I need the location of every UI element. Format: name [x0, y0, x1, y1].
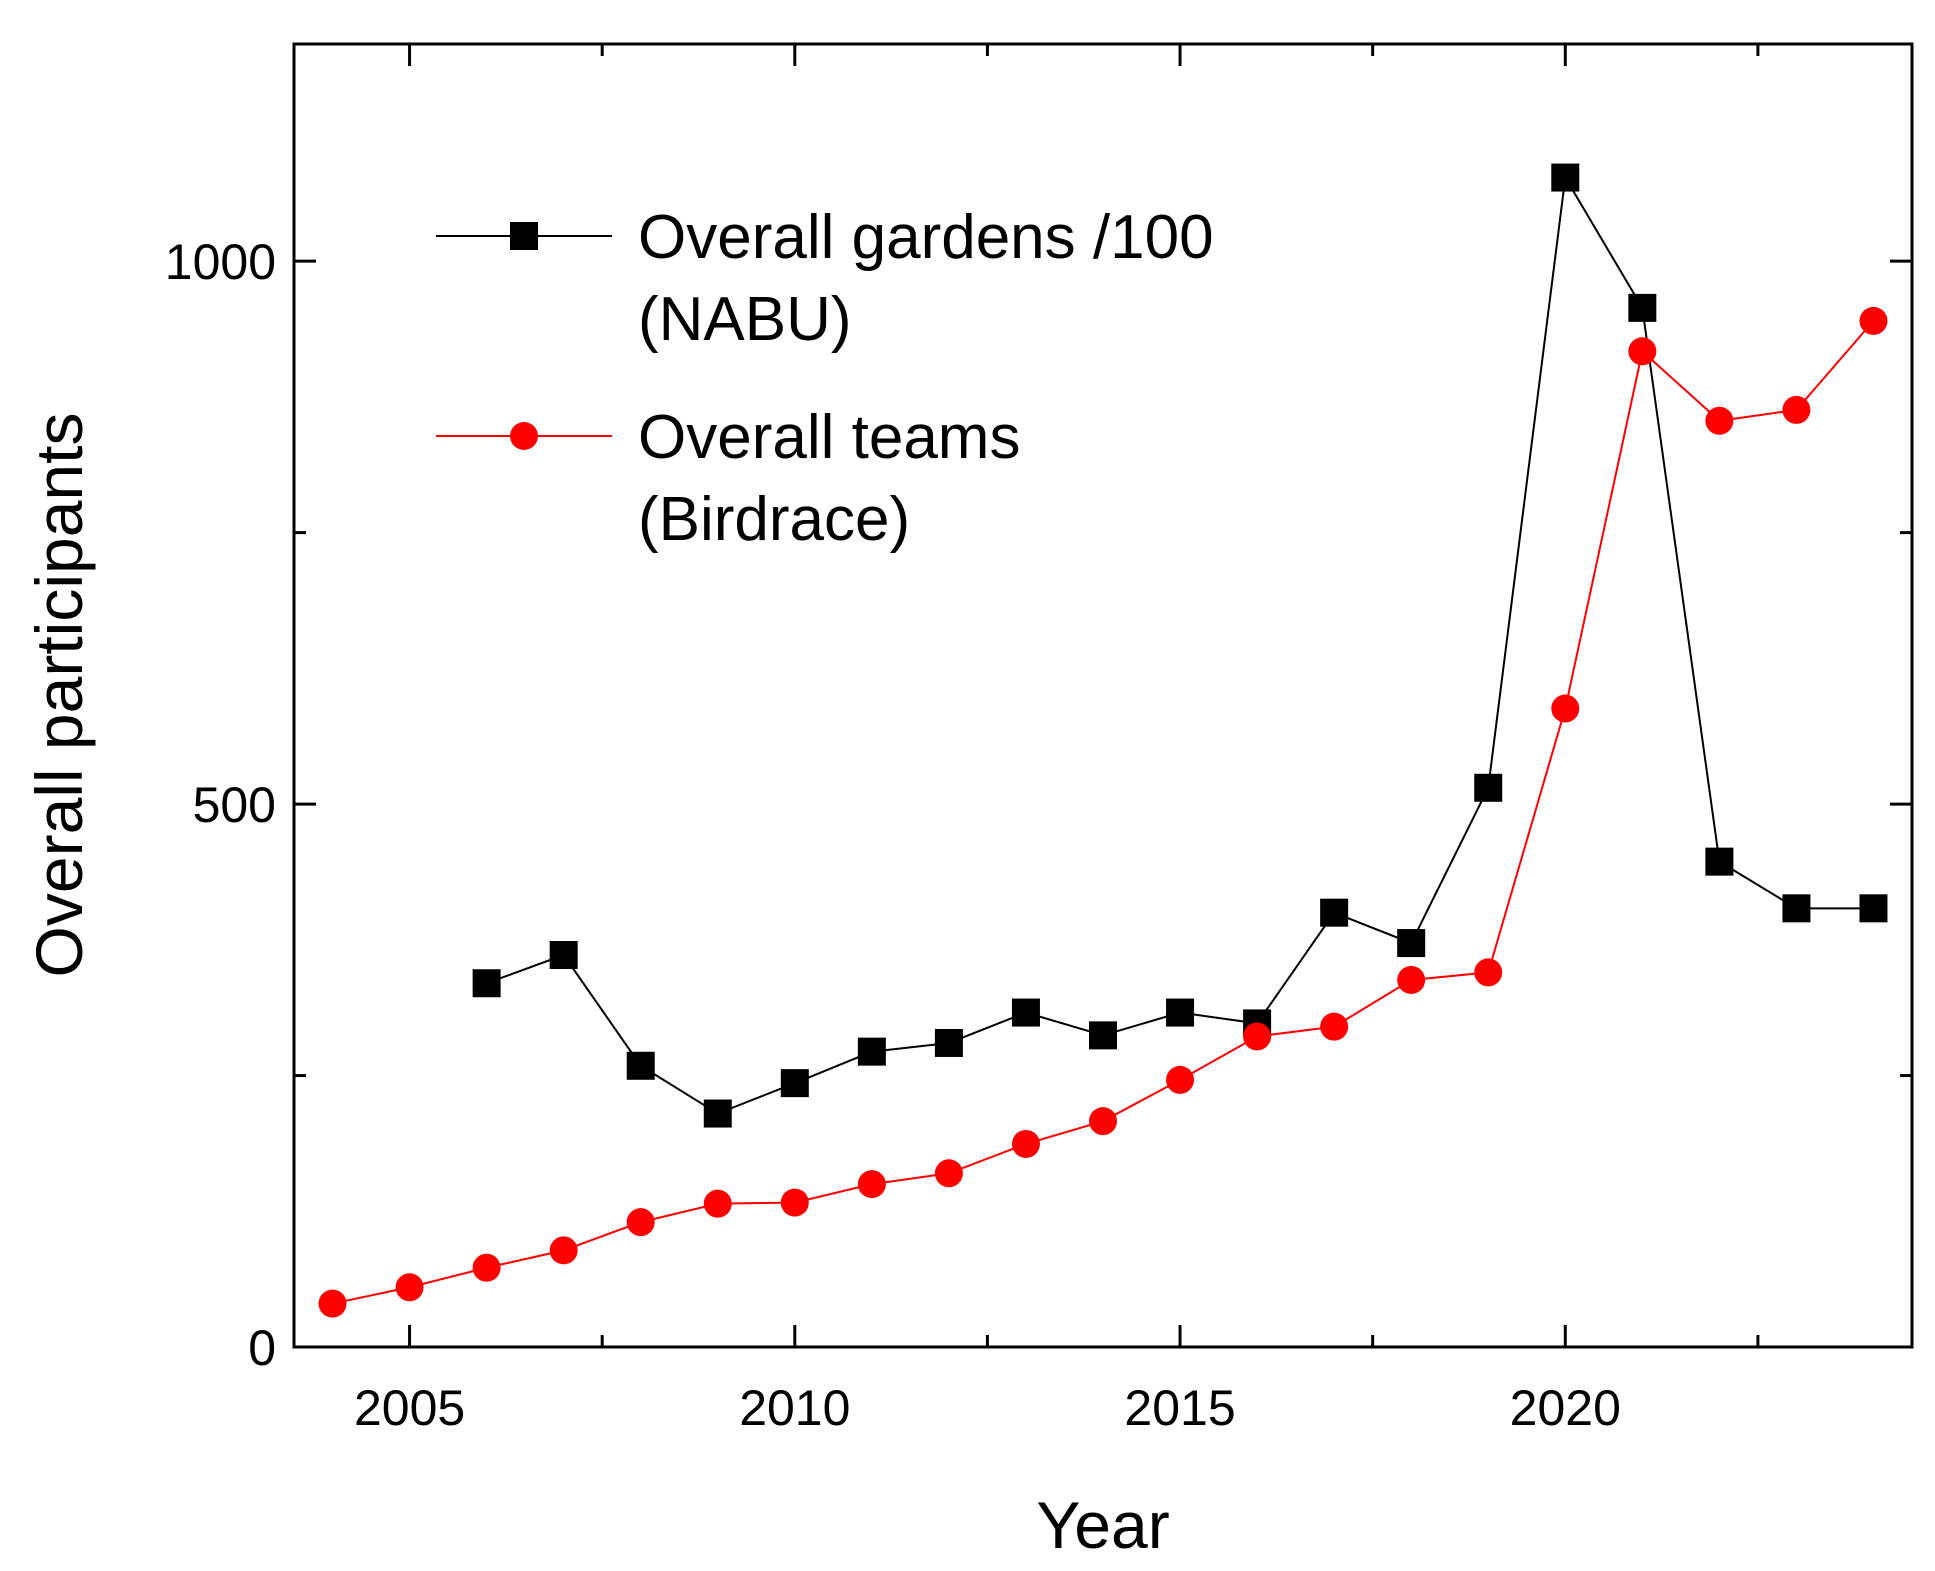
legend-label: (Birdrace) — [638, 485, 910, 554]
x-axis-title: Year — [1036, 1488, 1169, 1562]
y-tick-label: 500 — [193, 777, 276, 833]
series-line — [332, 320, 1875, 1305]
y-axis-ticks: 0 500 1000 — [165, 234, 1912, 1376]
legend: Overall gardens /100 (NABU) Overall teams (… — [436, 203, 1214, 554]
square-data-point — [1628, 293, 1657, 322]
circle-data-point — [1166, 1065, 1195, 1094]
square-data-point — [857, 1037, 886, 1066]
square-data-point — [549, 941, 578, 970]
circle-data-point — [934, 1159, 963, 1188]
square-data-point — [1705, 847, 1734, 876]
legend-marker — [510, 422, 538, 450]
square-data-point — [780, 1069, 809, 1098]
series-2 — [318, 306, 1888, 1318]
circle-data-point — [626, 1208, 655, 1237]
circle-data-point — [703, 1189, 732, 1218]
circle-data-point — [1089, 1107, 1117, 1136]
circle-data-point — [1243, 1022, 1272, 1051]
square-data-point — [934, 1028, 963, 1057]
x-tick-label: 2005 — [354, 1380, 465, 1436]
plot-frame — [292, 42, 1914, 1349]
y-tick-label: 1000 — [165, 234, 276, 290]
legend-entry-1: Overall gardens /100 (NABU) — [436, 203, 1214, 354]
circle-data-point — [1551, 694, 1580, 723]
square-data-point — [1859, 894, 1888, 923]
circle-data-point — [1011, 1129, 1040, 1158]
circle-data-point — [549, 1236, 578, 1265]
legend-label: Overall teams — [638, 403, 1020, 472]
circle-data-point — [1859, 306, 1888, 335]
series-layer — [318, 163, 1888, 1318]
square-data-point — [1320, 898, 1349, 927]
square-data-point — [1782, 894, 1811, 923]
x-tick-label: 2020 — [1510, 1380, 1621, 1436]
circle-data-point — [1320, 1012, 1349, 1041]
x-axis-ticks: 2005 2010 2015 2020 — [354, 44, 1760, 1436]
circle-data-point — [1628, 337, 1657, 366]
square-data-point — [703, 1099, 732, 1128]
square-data-point — [626, 1051, 655, 1080]
square-data-point — [1397, 929, 1426, 958]
circle-data-point — [1397, 965, 1426, 994]
legend-label: (NABU) — [638, 285, 852, 354]
circle-data-point — [1782, 395, 1811, 424]
legend-marker — [510, 222, 538, 250]
x-tick-label: 2010 — [739, 1380, 850, 1436]
circle-data-point — [1474, 958, 1503, 987]
square-data-point — [1089, 1021, 1117, 1050]
circle-data-point — [1705, 406, 1734, 435]
circle-data-point — [318, 1289, 347, 1318]
square-data-point — [1551, 163, 1580, 192]
circle-data-point — [472, 1253, 501, 1282]
legend-label: Overall gardens /100 — [638, 203, 1214, 272]
circle-data-point — [780, 1188, 809, 1217]
series-1 — [472, 163, 1888, 1128]
x-tick-label: 2015 — [1124, 1380, 1235, 1436]
square-data-point — [1011, 998, 1040, 1027]
legend-entry-2: Overall teams (Birdrace) — [436, 403, 1020, 554]
circle-data-point — [395, 1273, 424, 1302]
circle-data-point — [857, 1170, 886, 1199]
square-data-point — [1166, 998, 1195, 1027]
y-axis-title: Overall participants — [22, 413, 96, 978]
y-tick-label: 0 — [248, 1320, 276, 1376]
square-data-point — [1474, 773, 1503, 802]
square-data-point — [472, 969, 501, 998]
